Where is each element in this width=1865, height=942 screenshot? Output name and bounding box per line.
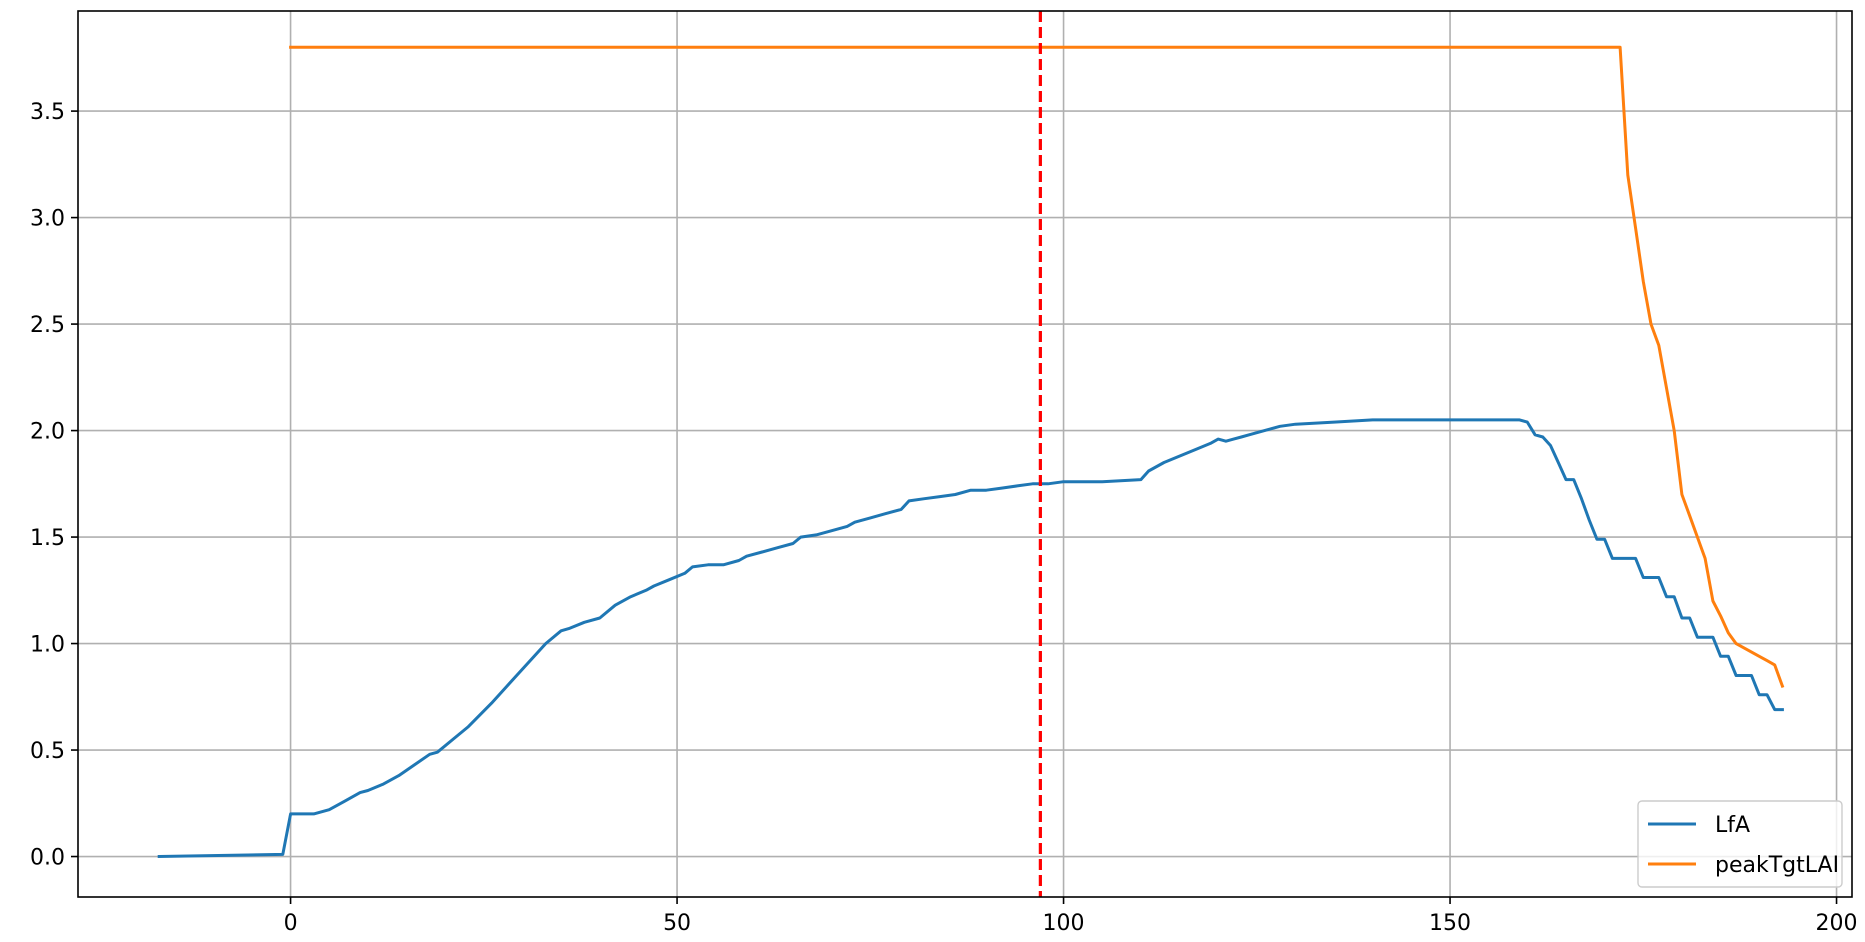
y-tick-label: 0.0 <box>30 846 65 871</box>
legend-label-lfa: LfA <box>1715 813 1750 838</box>
grid <box>78 11 1852 897</box>
legend: LfA peakTgtLAI <box>1637 800 1843 888</box>
x-tick-label: 100 <box>1043 911 1085 936</box>
y-tick-label: 1.5 <box>30 526 65 551</box>
y-tick-label: 2.5 <box>30 313 65 338</box>
y-tick-label: 3.5 <box>30 100 65 125</box>
series-line-lfa <box>157 418 1784 859</box>
plot-frame <box>77 10 1853 898</box>
x-tick-label: 0 <box>284 911 298 936</box>
x-tick-label: 200 <box>1816 911 1858 936</box>
series-layer <box>157 45 1785 859</box>
axis-ticks: 0 50 100 150 200 0.0 0.5 1.0 1.5 2.0 2.5 3.0 3.5 <box>30 100 1858 936</box>
y-tick-label: 0.5 <box>30 739 65 764</box>
y-tick-label: 2.0 <box>30 420 65 445</box>
y-tick-label: 1.0 <box>30 633 65 658</box>
x-tick-label: 50 <box>663 911 691 936</box>
series-line-peaktgtlai <box>289 45 1785 689</box>
legend-label-peaktgtlai: peakTgtLAI <box>1715 853 1839 878</box>
x-tick-label: 150 <box>1429 911 1471 936</box>
legend-items: LfA peakTgtLAI <box>1648 813 1839 878</box>
y-tick-label: 3.0 <box>30 207 65 232</box>
